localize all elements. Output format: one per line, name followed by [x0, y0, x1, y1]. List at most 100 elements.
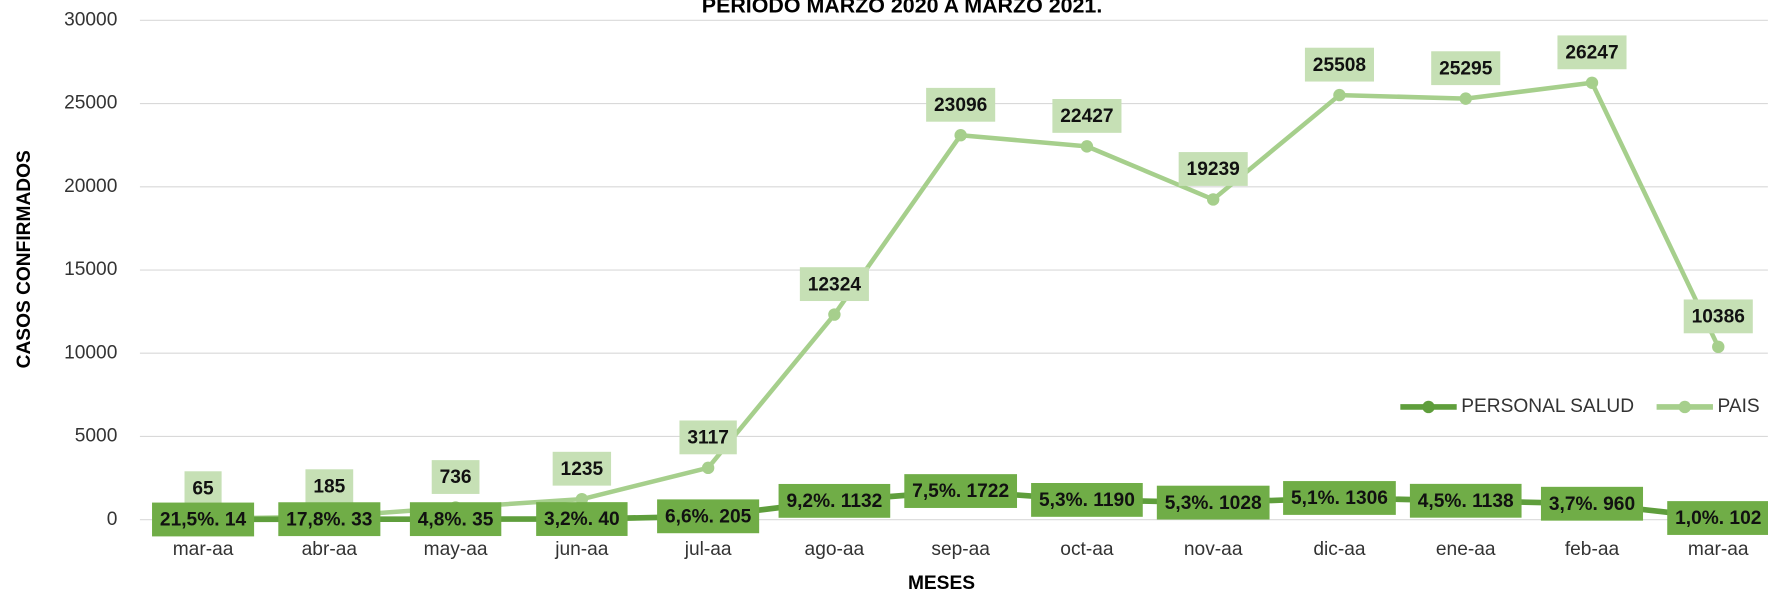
data-label-box — [1031, 482, 1143, 517]
data-label-text: 4,8%. 35 — [418, 509, 494, 530]
data-label-box — [778, 483, 891, 518]
legend-marker — [1678, 400, 1691, 414]
data-label-text: 22427 — [1060, 106, 1113, 127]
data-label-text: 26247 — [1565, 43, 1618, 64]
data-label: 5,3%. 1190 — [1031, 482, 1143, 517]
data-label: 17,8%. 33 — [278, 502, 381, 537]
chart-title: PERIODO MARZO 2020 A MARZO 2021. — [702, 0, 1102, 17]
data-label-box — [1178, 152, 1248, 186]
data-label: 25295 — [1431, 51, 1501, 86]
y-axis-title: CASOS CONFIRMADOS — [14, 150, 35, 368]
data-label-text: 5,3%. 1028 — [1165, 493, 1262, 514]
x-tick-label: sep-aa — [931, 539, 990, 560]
x-tick-label: mar-aa — [1688, 539, 1749, 560]
data-label-box — [305, 469, 354, 504]
point — [1080, 140, 1094, 153]
data-label-box — [409, 502, 502, 537]
data-label-box — [278, 502, 381, 537]
data-label-box — [184, 471, 222, 506]
data-label: 5,3%. 1028 — [1156, 485, 1270, 520]
data-label-text: 3,2%. 40 — [544, 509, 620, 530]
x-tick-label: may-aa — [424, 539, 488, 560]
data-label-text: 6,6%. 205 — [665, 506, 752, 527]
data-label-text: 5,3%. 1190 — [1039, 490, 1135, 511]
data-label-text: 21,5%. 14 — [160, 510, 247, 531]
data-label-box — [1409, 483, 1522, 518]
data-label-box — [536, 502, 628, 536]
point — [828, 308, 841, 321]
data-label: 185 — [305, 469, 354, 504]
legend-marker — [1422, 400, 1435, 414]
y-tick-label: 30000 — [64, 9, 117, 30]
data-label-text: 19239 — [1187, 159, 1240, 180]
data-label: 10386 — [1683, 299, 1753, 334]
data-label-text: 12324 — [808, 274, 862, 295]
y-tick-label: 5000 — [75, 426, 118, 447]
data-label-box — [1052, 99, 1122, 133]
data-label: 65 — [184, 471, 222, 506]
data-label: 3117 — [679, 420, 737, 455]
data-label: 19239 — [1178, 152, 1248, 186]
data-label: 21,5%. 14 — [152, 502, 255, 537]
data-label-box — [904, 474, 1018, 508]
data-label-box — [152, 502, 255, 537]
x-tick-label: mar-aa — [173, 539, 234, 560]
y-tick-label: 0 — [107, 509, 118, 530]
data-label-box — [679, 420, 737, 455]
y-tick-label: 15000 — [64, 259, 117, 280]
data-label-box — [1667, 501, 1768, 535]
x-tick-label: oct-aa — [1060, 539, 1114, 560]
data-label: 4,8%. 35 — [409, 502, 502, 537]
data-label-text: 17,8%. 33 — [286, 509, 372, 530]
x-tick-label: feb-aa — [1565, 539, 1620, 560]
x-tick-label: nov-aa — [1184, 539, 1243, 560]
data-label: 4,5%. 1138 — [1409, 483, 1522, 518]
data-label-text: 3,7%. 960 — [1549, 494, 1635, 515]
data-label-text: 7,5%. 1722 — [912, 481, 1009, 502]
data-label-box — [1283, 481, 1396, 515]
data-label: 3,2%. 40 — [536, 502, 628, 536]
data-label: 3,7%. 960 — [1540, 486, 1644, 521]
point — [1585, 76, 1599, 89]
data-label-box — [926, 87, 996, 122]
data-label-box — [1431, 51, 1501, 86]
point — [1206, 193, 1220, 206]
data-label-text: 25508 — [1313, 55, 1367, 76]
series-line — [203, 80, 1721, 521]
data-label-text: 10386 — [1692, 307, 1745, 328]
data-label-box — [1304, 47, 1374, 82]
data-label-text: 65 — [192, 478, 214, 499]
data-label-text: 5,1%. 1306 — [1291, 488, 1388, 509]
point — [1459, 92, 1472, 105]
data-label-text: 25295 — [1439, 58, 1493, 79]
point — [1712, 340, 1725, 354]
data-label: 1,0%. 102 — [1667, 501, 1768, 535]
data-label: 5,1%. 1306 — [1283, 481, 1396, 515]
data-label: 1235 — [552, 451, 612, 486]
data-label: 25508 — [1304, 47, 1374, 82]
data-label-box — [1156, 485, 1270, 520]
x-tick-label: ago-aa — [805, 539, 865, 560]
x-tick-label: dic-aa — [1313, 539, 1366, 560]
x-tick-label: ene-aa — [1436, 539, 1496, 560]
data-label: 12324 — [799, 267, 869, 302]
data-label-text: 1,0%. 102 — [1675, 508, 1761, 529]
data-label-text: 3117 — [687, 428, 729, 449]
x-tick-label: jun-aa — [554, 539, 609, 560]
point — [1333, 88, 1346, 102]
data-label-box — [431, 460, 480, 494]
legend-label: PERSONAL SALUD — [1461, 396, 1634, 417]
x-tick-label: abr-aa — [302, 539, 358, 560]
data-label: 736 — [431, 460, 480, 494]
y-tick-label: 25000 — [64, 93, 117, 114]
data-label-box — [799, 267, 869, 302]
data-label-box — [552, 451, 612, 486]
data-label: 22427 — [1052, 99, 1122, 133]
point — [954, 129, 967, 142]
data-label-text: 185 — [313, 476, 345, 497]
point — [701, 461, 715, 475]
data-label-box — [1540, 486, 1644, 521]
data-label-box — [1683, 299, 1753, 334]
data-label: 9,2%. 1132 — [778, 483, 891, 518]
